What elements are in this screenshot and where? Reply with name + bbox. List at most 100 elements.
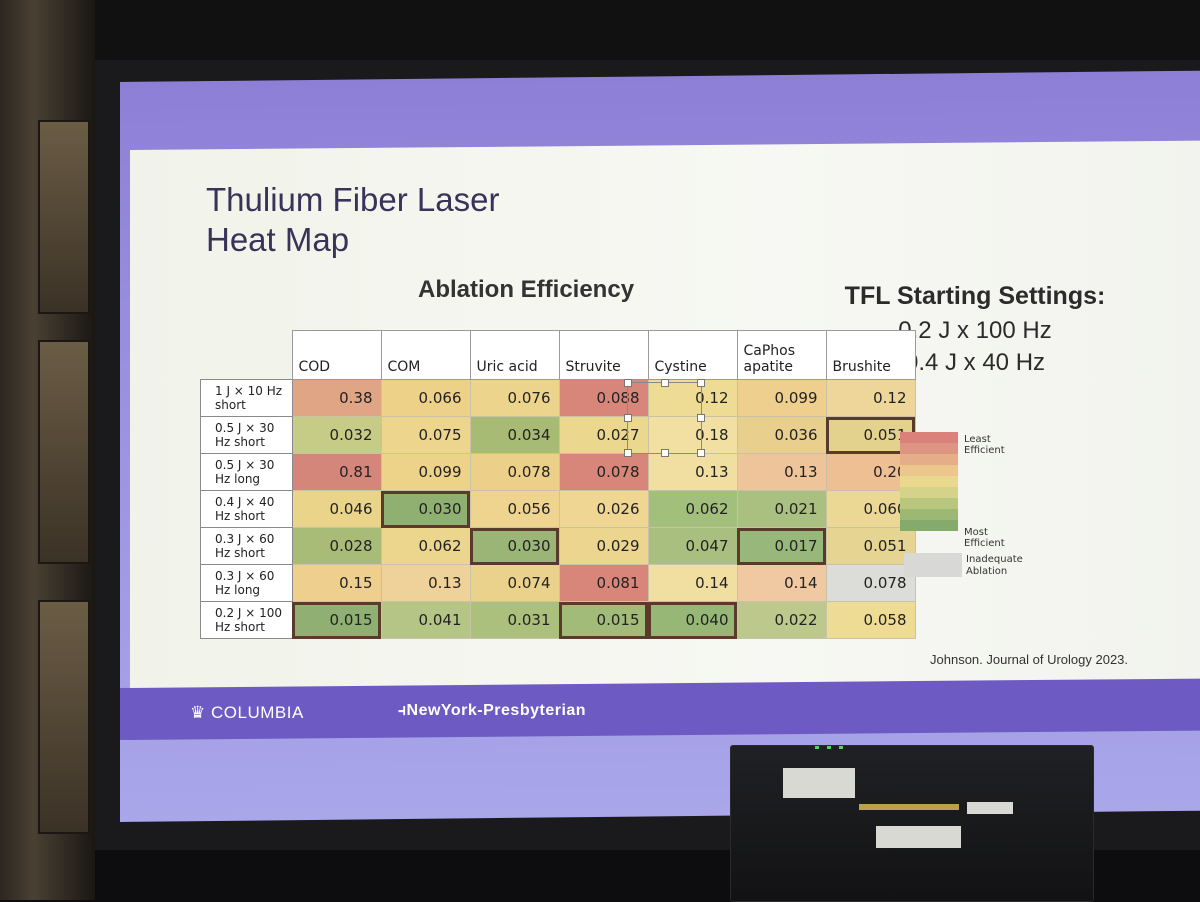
legend-inadequate-line-1: Inadequate [966,554,1023,565]
heat-map-cell: 0.14 [736,564,827,602]
nyp-mark-icon: ⫞ [398,702,407,719]
heat-map-row: 0.4 J × 40 Hz short 0.046 0.030 0.056 0.026 0… [200,490,916,528]
heat-map-table: COD COM Uric acid Struvite Cystine CaPho… [200,330,916,639]
efficiency-legend: Least Efficient Most Efficient [900,432,1005,549]
heat-map-cell: 0.034 [469,416,560,454]
row-header: 0.5 J × 30 Hz short [200,416,293,454]
selection-box [624,379,705,457]
heat-map-cell: 0.15 [291,564,382,602]
legend-most-label: Most Efficient [964,527,1005,549]
heat-map-cell: 0.066 [380,379,471,417]
heat-map-cell: 0.13 [736,453,827,491]
heat-map-cell: 0.047 [647,527,738,565]
heat-map-cell: 0.062 [647,490,738,528]
citation: Johnson. Journal of Urology 2023. [930,652,1129,667]
legend-inadequate-swatch [904,553,962,577]
legend-swatch [900,520,958,531]
slide-title: Thulium Fiber Laser Heat Map [206,180,499,260]
heat-map-cell: 0.027 [558,416,649,454]
heat-map-row: 0.5 J × 30 Hz short 0.032 0.075 0.034 0.027 0… [200,416,916,454]
legend-least-label: Least Efficient [964,434,1005,456]
legend-swatch [900,498,958,509]
heat-map-cell: 0.032 [291,416,382,454]
selection-handle [661,449,669,457]
heat-map-cell: 0.029 [558,527,649,565]
heat-map-row: 0.3 J × 60 Hz long 0.15 0.13 0.074 0.081 0.14… [200,564,916,602]
column-header: Uric acid [469,330,560,380]
heatmap-title: Ablation Efficiency [418,276,635,303]
column-header: COM [380,330,471,380]
projector-device [730,745,1094,902]
heat-map-cell: 0.81 [291,453,382,491]
legend-swatch [900,443,958,454]
heat-map-row: 1 J × 10 Hz short 0.38 0.066 0.076 0.088 0.12… [200,379,916,417]
selection-handle [624,379,632,387]
heat-map-cell: 0.028 [291,527,382,565]
heat-map-cell: 0.088 [558,379,649,417]
legend-swatch [900,465,958,476]
legend-swatch [900,432,958,443]
column-header: Struvite [558,330,649,380]
columbia-logo: ♛ COLUMBIA [190,703,304,723]
crown-icon: ♛ [190,703,206,722]
settings-line-2: 0.4 J x 40 Hz [904,349,1046,376]
heat-map-cell: 0.062 [380,527,471,565]
heat-map-cell: 0.078 [825,564,916,602]
legend-swatch [900,509,958,520]
heat-map-cell: 0.078 [558,453,649,491]
heat-map-row: 0.2 J × 100 Hz short 0.015 0.041 0.031 0.015… [200,601,916,639]
heat-map-row: 0.5 J × 30 Hz long 0.81 0.099 0.078 0.078 0.1… [200,453,916,491]
selection-handle [624,449,632,457]
heat-map-cell: 0.041 [380,601,471,639]
heat-map-cell: 0.030 [380,490,471,528]
row-header: 0.5 J × 30 Hz long [200,453,293,491]
projector-label [859,804,959,810]
status-led [839,746,843,749]
heat-map-cell: 0.078 [469,453,560,491]
legend-inadequate-line-2: Ablation [966,566,1008,577]
column-header: Brushite [825,330,916,380]
heat-map-cell: 0.058 [825,601,916,639]
selection-handle [661,379,669,387]
heat-map-cell: 0.38 [291,379,382,417]
heat-map-cell: 0.081 [558,564,649,602]
heat-map-cell: 0.13 [380,564,471,602]
heat-map-cell: 0.12 [825,379,916,417]
corner-cell [201,331,293,380]
heat-map-cell: 0.18 [647,416,738,454]
heat-map-row: 0.3 J × 60 Hz short 0.028 0.062 0.030 0.029 0… [200,527,916,565]
columbia-logo-text: COLUMBIA [210,703,304,722]
column-header: Cystine [647,330,738,380]
row-header: 0.2 J × 100 Hz short [200,601,293,639]
heat-map-cell: 0.075 [380,416,471,454]
heat-map-cell: 0.040 [647,601,738,639]
column-header: COD [291,330,382,380]
heat-map-cell: 0.14 [647,564,738,602]
selection-handle [697,449,705,457]
row-header: 0.4 J × 40 Hz short [200,490,293,528]
heat-map-cell: 0.021 [736,490,827,528]
nyp-logo-text: NewYork-Presbyterian [406,702,587,719]
projector-label [876,826,961,848]
status-led [827,746,831,749]
heat-map-cell: 0.015 [558,601,649,639]
status-led [815,746,819,749]
nyp-logo: ⫞NewYork-Presbyterian [398,702,586,720]
column-header: CaPhos apatite [736,330,827,380]
legend-swatch [900,487,958,498]
heat-map-cell: 0.074 [469,564,560,602]
heat-map-cell: 0.099 [380,453,471,491]
heat-map-cell: 0.099 [736,379,827,417]
tfl-starting-settings: TFL Starting Settings: 0.2 J x 100 Hz 0.… [830,282,1120,379]
wall-panel [38,340,90,564]
heat-map-cell: 0.076 [469,379,560,417]
heat-map-body: 1 J × 10 Hz short 0.38 0.066 0.076 0.088 0.12… [200,379,916,639]
heat-map-cell: 0.036 [736,416,827,454]
heat-map-cell: 0.046 [291,490,382,528]
projector-label [783,768,855,798]
room-wall-left [0,0,95,900]
row-header: 1 J × 10 Hz short [200,379,293,417]
slide-title-line-2: Heat Map [206,221,350,258]
row-header: 0.3 J × 60 Hz short [200,527,293,565]
heat-map-cell: 0.031 [469,601,560,639]
